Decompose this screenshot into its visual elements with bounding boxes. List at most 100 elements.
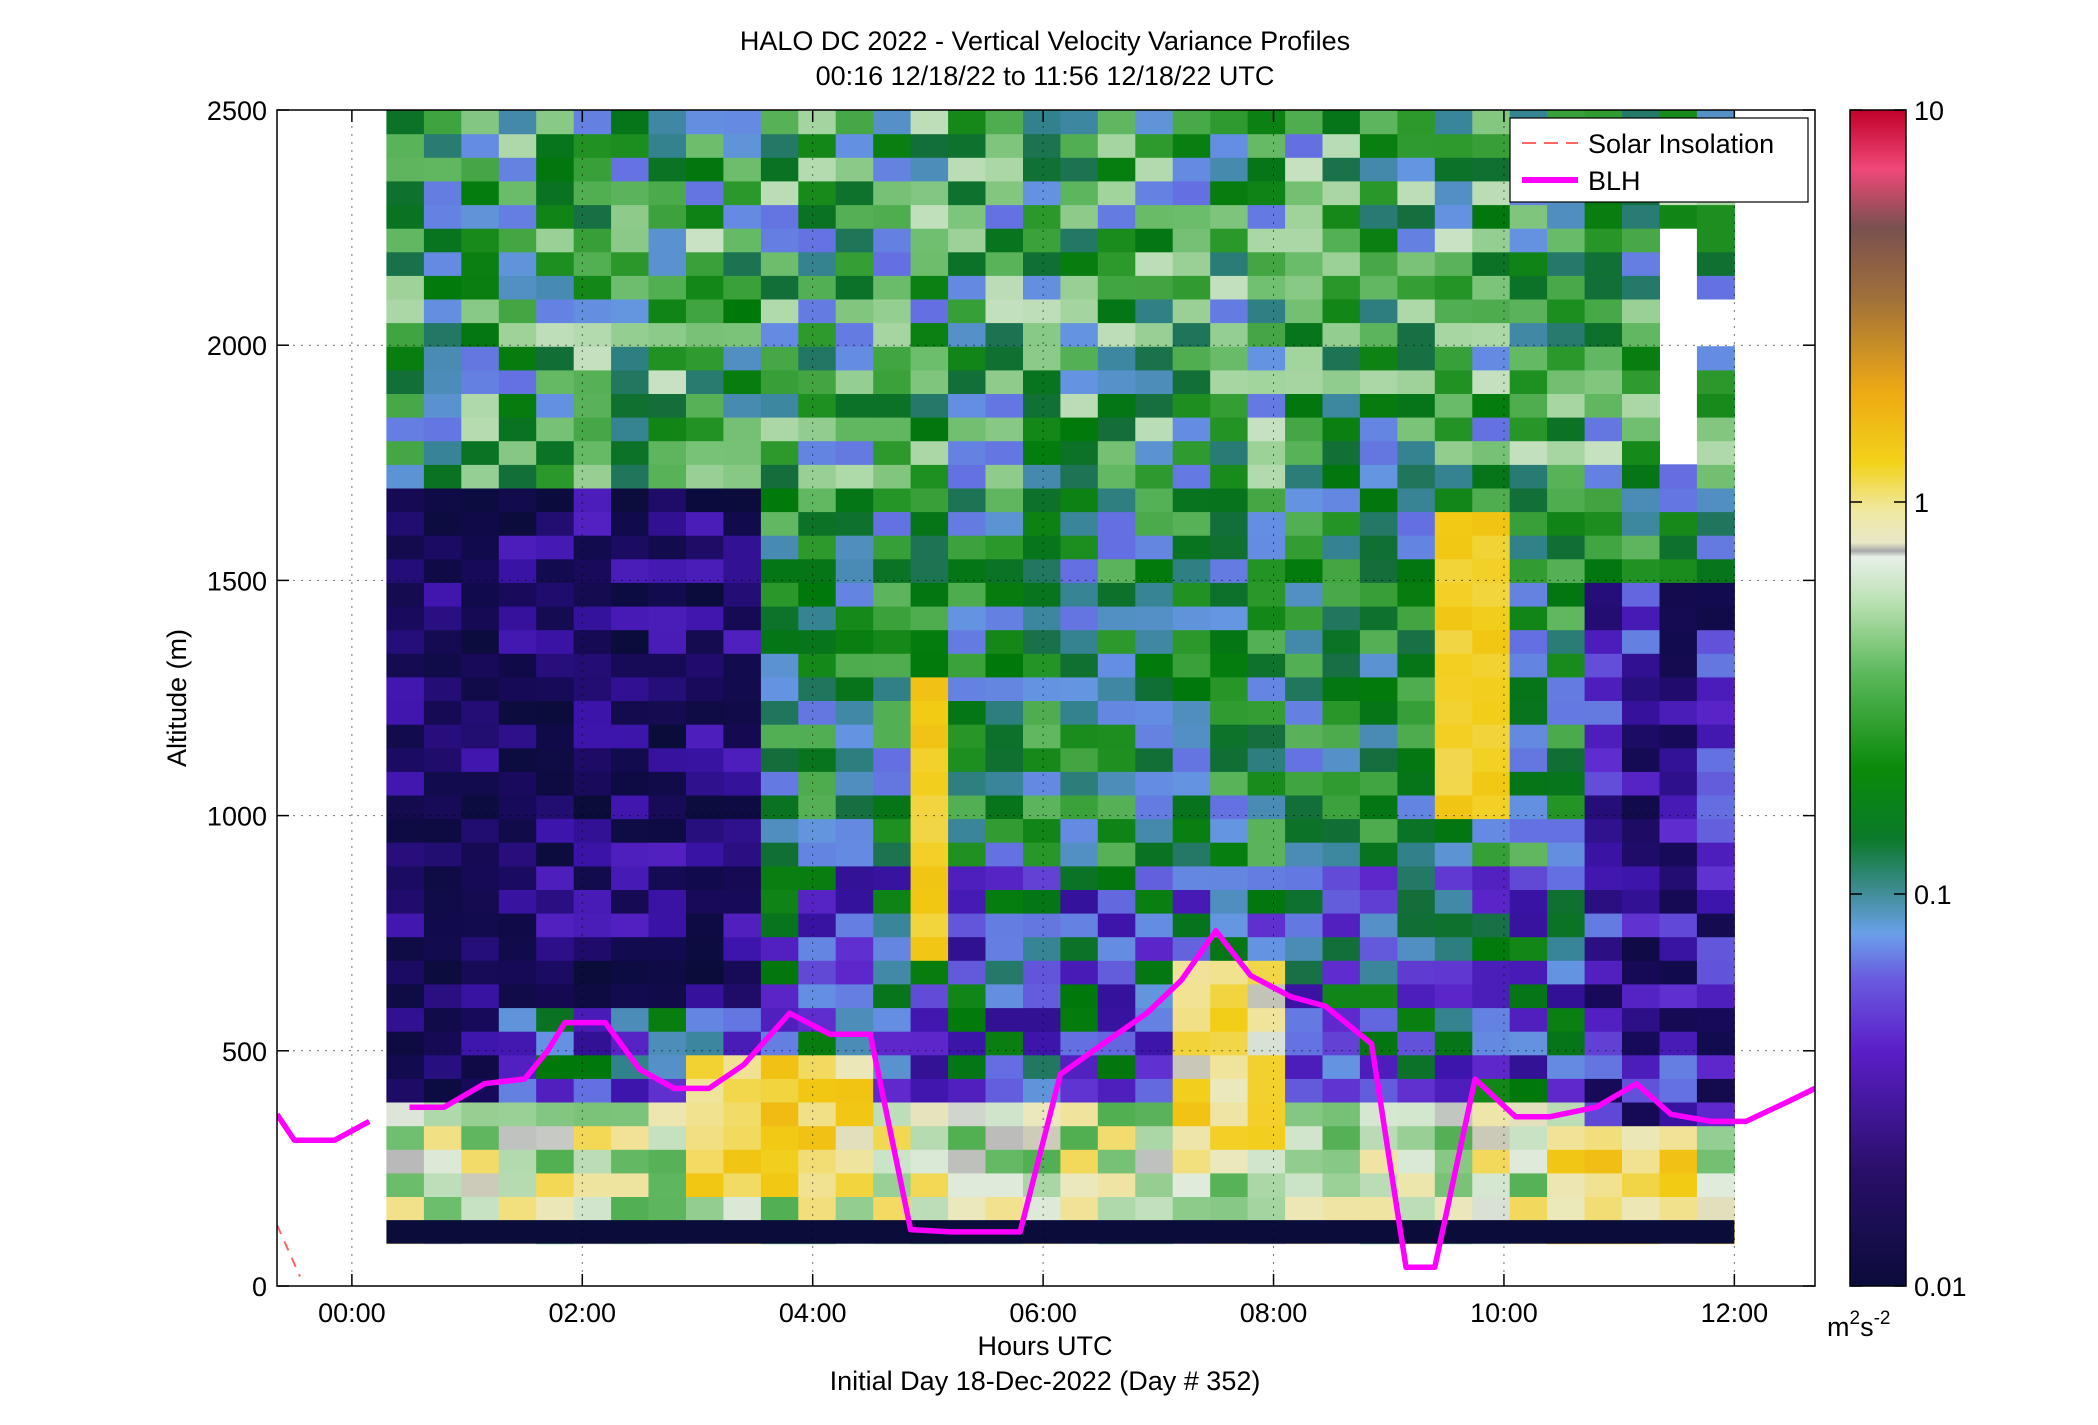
heatmap-cell bbox=[686, 228, 724, 253]
heatmap-cell bbox=[1247, 228, 1286, 253]
heatmap-cell bbox=[948, 913, 987, 938]
heatmap-cell bbox=[1397, 794, 1436, 820]
heatmap-cell bbox=[760, 558, 799, 583]
heatmap-cell bbox=[1023, 629, 1061, 654]
heatmap-cell bbox=[873, 464, 912, 489]
heatmap-cell bbox=[1060, 1102, 1099, 1127]
heatmap-cell bbox=[1547, 629, 1586, 654]
heatmap-cell bbox=[1509, 464, 1548, 489]
blh-line bbox=[409, 928, 1815, 1270]
heatmap-cell bbox=[573, 700, 612, 725]
heatmap-cell bbox=[1584, 251, 1623, 276]
heatmap-cell bbox=[1135, 1172, 1174, 1197]
heatmap-cell bbox=[723, 369, 762, 394]
heatmap-cell bbox=[1023, 464, 1061, 489]
heatmap-cell bbox=[835, 1102, 874, 1127]
heatmap-cell bbox=[386, 582, 425, 607]
heatmap-cell bbox=[948, 251, 987, 276]
heatmap-cell bbox=[873, 322, 912, 347]
heatmap-cell bbox=[1509, 936, 1548, 961]
heatmap-cell bbox=[1135, 535, 1174, 560]
heatmap-cell bbox=[1584, 535, 1623, 560]
legend-solar-label: Solar Insolation bbox=[1588, 129, 1774, 159]
heatmap-cell bbox=[1135, 747, 1174, 772]
heatmap-cell bbox=[985, 369, 1024, 394]
heatmap-cell bbox=[1509, 913, 1548, 938]
heatmap-cell bbox=[1135, 204, 1174, 229]
heatmap-cell bbox=[648, 180, 687, 206]
heatmap-cell bbox=[873, 417, 912, 442]
heatmap-cell bbox=[948, 228, 987, 253]
heatmap-cell bbox=[1359, 653, 1398, 678]
heatmap-cell bbox=[1023, 251, 1061, 276]
heatmap-cell bbox=[461, 794, 500, 820]
heatmap-cell bbox=[1097, 157, 1136, 182]
heatmap-cell bbox=[611, 251, 650, 276]
heatmap-cell bbox=[948, 487, 987, 513]
heatmap-cell bbox=[1247, 1196, 1286, 1221]
heatmap-cell bbox=[386, 180, 425, 206]
heatmap-cell bbox=[760, 629, 799, 654]
heatmap-cell bbox=[910, 747, 949, 772]
heatmap-cell bbox=[873, 606, 912, 631]
heatmap-cell bbox=[461, 1149, 500, 1174]
heatmap-cell bbox=[1509, 511, 1548, 536]
heatmap-cell bbox=[386, 369, 425, 394]
heatmap-cell bbox=[1247, 794, 1286, 820]
heatmap-cell bbox=[723, 1078, 762, 1103]
heatmap-cell bbox=[1659, 487, 1698, 513]
heatmap-cell bbox=[423, 1031, 462, 1056]
heatmap-cell bbox=[873, 133, 912, 158]
heatmap-cell bbox=[910, 110, 949, 135]
heatmap-cell bbox=[723, 440, 762, 465]
heatmap-cell bbox=[1210, 724, 1249, 749]
heatmap-cell bbox=[573, 842, 612, 867]
heatmap-cell bbox=[1584, 700, 1623, 725]
y-tick-label: 1500 bbox=[207, 566, 267, 596]
heatmap-cell bbox=[1210, 1031, 1249, 1056]
heatmap-cell bbox=[1509, 535, 1548, 560]
heatmap-cell bbox=[1060, 889, 1099, 914]
heatmap-cell bbox=[760, 511, 799, 536]
heatmap-cell bbox=[873, 440, 912, 465]
heatmap-cell bbox=[1172, 369, 1211, 394]
heatmap-cell bbox=[1509, 417, 1548, 442]
heatmap-cell bbox=[985, 157, 1024, 182]
heatmap-cell bbox=[1060, 842, 1099, 867]
heatmap-cell bbox=[1622, 1172, 1660, 1197]
heatmap-cell bbox=[1285, 960, 1324, 985]
heatmap-cell bbox=[985, 228, 1024, 253]
heatmap-cell bbox=[1547, 558, 1586, 583]
heatmap-cell bbox=[1247, 1172, 1286, 1197]
heatmap-cell bbox=[1696, 747, 1735, 772]
x-axis-sublabel: Initial Day 18-Dec-2022 (Day # 352) bbox=[830, 1366, 1261, 1396]
heatmap-cell bbox=[948, 818, 987, 843]
heatmap-cell bbox=[1247, 842, 1286, 867]
heatmap-cell bbox=[1060, 747, 1099, 772]
heatmap-cell bbox=[1472, 393, 1511, 418]
heatmap-cell bbox=[573, 535, 612, 560]
heatmap-cell bbox=[798, 653, 837, 678]
heatmap-cell bbox=[985, 724, 1024, 749]
heatmap-cell bbox=[835, 629, 874, 654]
heatmap-cell bbox=[835, 889, 874, 914]
heatmap-cell bbox=[1359, 1125, 1398, 1150]
heatmap-cell bbox=[948, 1149, 987, 1174]
heatmap-cell bbox=[798, 818, 837, 843]
heatmap-cell bbox=[1659, 629, 1698, 654]
heatmap-cell bbox=[1097, 298, 1136, 324]
heatmap-cell bbox=[1322, 1125, 1361, 1150]
heatmap-cell bbox=[1023, 700, 1061, 725]
heatmap-cell bbox=[461, 369, 500, 394]
heatmap-cell bbox=[1547, 676, 1586, 701]
heatmap-cell bbox=[910, 157, 949, 182]
heatmap-cell bbox=[835, 913, 874, 938]
heatmap-cell bbox=[1472, 629, 1511, 654]
heatmap-cell bbox=[1172, 275, 1211, 300]
heatmap-cell bbox=[611, 889, 650, 914]
heatmap-cell bbox=[1285, 393, 1324, 418]
heatmap-cell bbox=[536, 417, 575, 442]
heatmap-cell bbox=[461, 440, 500, 465]
heatmap-cell bbox=[573, 1054, 612, 1079]
heatmap-cell bbox=[1434, 110, 1473, 135]
